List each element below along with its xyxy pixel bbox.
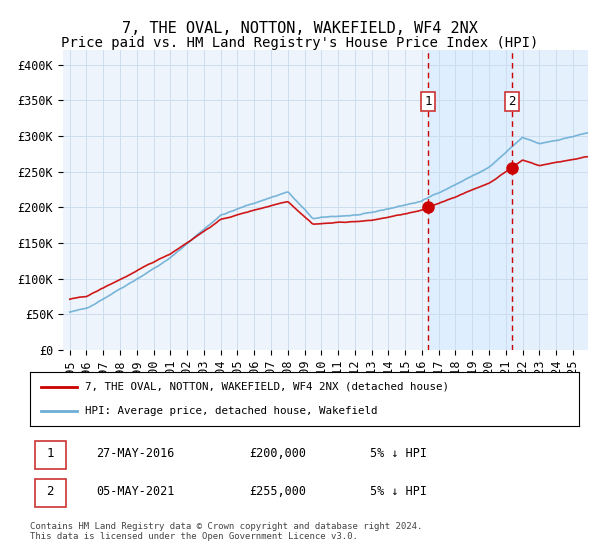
Text: 2: 2 [508, 95, 515, 108]
Text: Price paid vs. HM Land Registry's House Price Index (HPI): Price paid vs. HM Land Registry's House … [61, 36, 539, 50]
Text: 2: 2 [47, 486, 54, 498]
Text: 7, THE OVAL, NOTTON, WAKEFIELD, WF4 2NX (detached house): 7, THE OVAL, NOTTON, WAKEFIELD, WF4 2NX … [85, 382, 449, 392]
Text: £200,000: £200,000 [250, 447, 307, 460]
FancyBboxPatch shape [35, 441, 65, 469]
Text: 5% ↓ HPI: 5% ↓ HPI [370, 486, 427, 498]
Text: 27-MAY-2016: 27-MAY-2016 [96, 447, 174, 460]
Bar [428, 50, 512, 350]
Text: 05-MAY-2021: 05-MAY-2021 [96, 486, 174, 498]
FancyBboxPatch shape [35, 479, 65, 507]
Text: 5% ↓ HPI: 5% ↓ HPI [370, 447, 427, 460]
Text: 7, THE OVAL, NOTTON, WAKEFIELD, WF4 2NX: 7, THE OVAL, NOTTON, WAKEFIELD, WF4 2NX [122, 21, 478, 36]
Text: £255,000: £255,000 [250, 486, 307, 498]
Bar [512, 50, 590, 350]
Text: 1: 1 [47, 447, 54, 460]
Text: Contains HM Land Registry data © Crown copyright and database right 2024.
This d: Contains HM Land Registry data © Crown c… [30, 522, 422, 542]
Text: 1: 1 [425, 95, 432, 108]
Text: HPI: Average price, detached house, Wakefield: HPI: Average price, detached house, Wake… [85, 406, 377, 416]
